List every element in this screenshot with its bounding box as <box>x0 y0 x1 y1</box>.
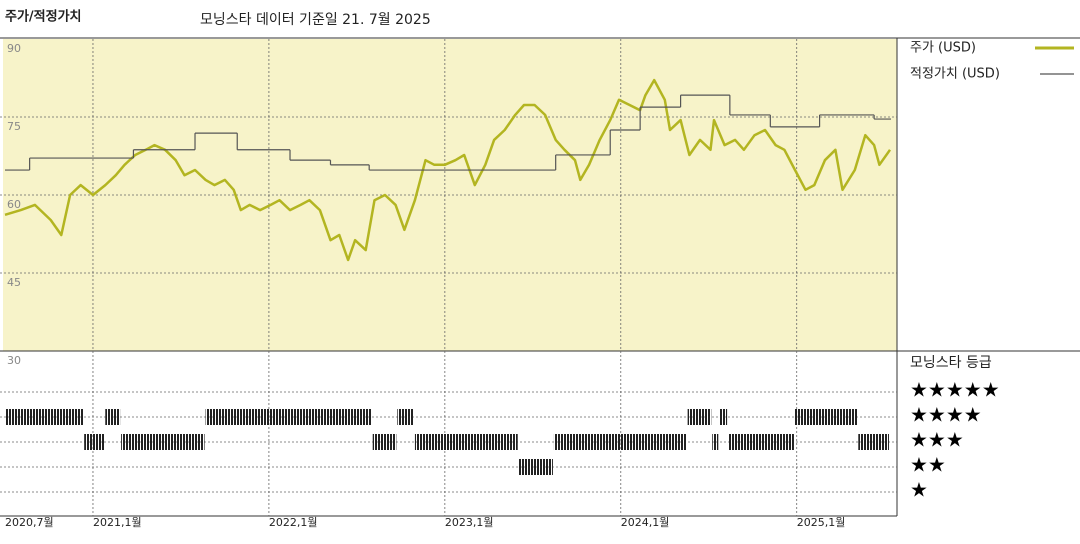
rating-bar <box>121 434 205 450</box>
rating-bar <box>414 434 518 450</box>
rating-bar <box>712 434 719 450</box>
y-tick-label: 60 <box>7 198 21 211</box>
x-tick-label: 2021,1월 <box>93 516 142 529</box>
rating-bar <box>687 409 712 425</box>
rating-label: ★★ <box>910 453 946 477</box>
rating-label: ★★★ <box>910 428 964 452</box>
x-tick-label: 2025,1월 <box>797 516 846 529</box>
rating-bar <box>794 409 858 425</box>
x-tick-label: 2024,1월 <box>621 516 670 529</box>
y-tick-label: 45 <box>7 276 21 289</box>
x-tick-label: 2023,1월 <box>445 516 494 529</box>
chart-subtitle: 모닝스타 데이터 기준일 21. 7월 2025 <box>200 12 431 28</box>
y-tick-label: 90 <box>7 42 21 55</box>
price-line <box>4 78 892 262</box>
rating-bar <box>553 434 687 450</box>
rating-bar <box>105 409 121 425</box>
rating-bar <box>397 409 414 425</box>
rating-bar <box>518 459 553 475</box>
rating-bar <box>728 434 794 450</box>
rating-bar <box>205 409 372 425</box>
rating-bar <box>719 409 728 425</box>
rating-label: ★ <box>910 478 928 502</box>
rating-label: ★★★★★ <box>910 378 1000 402</box>
y-tick-label: 75 <box>7 120 21 133</box>
rating-bar <box>372 434 397 450</box>
rating-label: ★★★★ <box>910 403 982 427</box>
x-tick-label: 2022,1월 <box>269 516 318 529</box>
rating-bar <box>5 409 84 425</box>
rating-bar <box>84 434 105 450</box>
legend-label: 적정가치 (USD) <box>910 67 1000 82</box>
chart-title: 주가/적정가치 <box>5 9 82 25</box>
x-tick-label: 2020,7월 <box>5 516 54 529</box>
legend-label: 주가 (USD) <box>910 41 976 56</box>
y-tick-label: 30 <box>7 354 21 367</box>
rating-title: 모닝스타 등급 <box>910 355 992 371</box>
rating-bar <box>858 434 889 450</box>
